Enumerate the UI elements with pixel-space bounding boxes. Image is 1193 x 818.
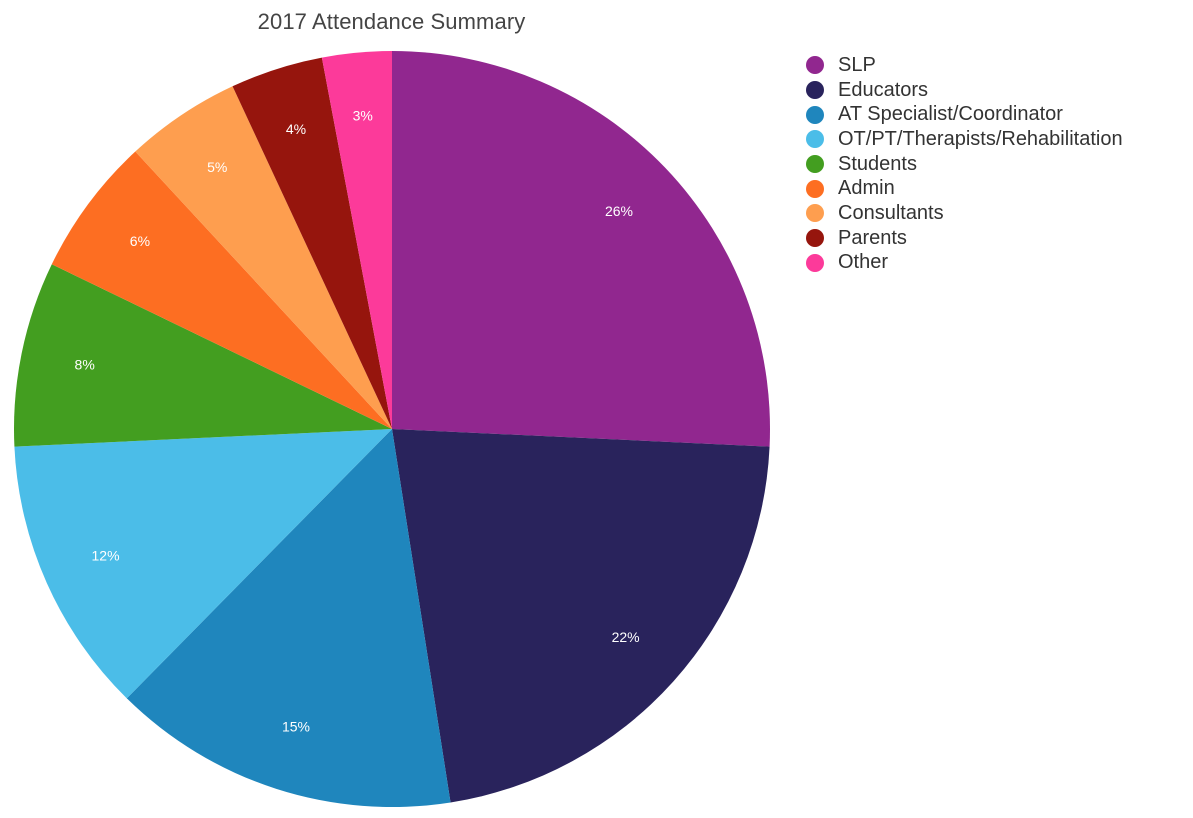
legend-label: Consultants [838, 201, 944, 224]
legend-label: AT Specialist/Coordinator [838, 103, 1063, 126]
legend-label: Other [838, 251, 889, 274]
slice-value-label: 22% [612, 629, 640, 645]
legend-label: Admin [838, 177, 895, 200]
legend-item: Consultants [806, 201, 1123, 226]
legend-item: Admin [806, 176, 1123, 201]
pie-slice-at-specialist-coordinator [126, 429, 451, 807]
legend-swatch-icon [806, 56, 824, 75]
legend-label: OT/PT/Therapists/Rehabilitation [838, 127, 1123, 150]
legend-item: SLP [806, 53, 1123, 78]
legend-item: Students [806, 152, 1123, 177]
pie-slice-admin [51, 151, 392, 429]
legend-item: Parents [806, 226, 1123, 251]
pie-slice-students [13, 264, 392, 447]
slice-value-label: 12% [92, 548, 120, 564]
chart-title: 2017 Attendance Summary [257, 9, 526, 34]
legend-item: Educators [806, 78, 1123, 103]
slice-value-label: 5% [207, 159, 227, 175]
pie-chart: 26% 22% 15% 12% 8% 6% 5% 4% 3% [13, 51, 770, 807]
pie-slice-educators [392, 429, 770, 803]
legend-swatch-icon [806, 179, 824, 198]
pie-slice-consultants [135, 86, 392, 429]
pie-slice-other [321, 51, 392, 429]
legend-swatch-icon [806, 130, 824, 149]
slice-value-label: 26% [605, 203, 633, 219]
slice-value-label: 15% [282, 718, 310, 734]
legend-label: SLP [838, 53, 876, 76]
slice-value-label: 3% [353, 107, 373, 123]
legend-swatch-icon [806, 229, 824, 248]
pie-slice-slp [392, 51, 770, 447]
legend-item: Other [806, 251, 1123, 276]
legend-swatch-icon [806, 105, 824, 124]
legend-swatch-icon [806, 253, 824, 272]
legend-label: Students [838, 152, 917, 175]
slice-value-label: 4% [286, 121, 306, 137]
legend-swatch-icon [806, 155, 824, 174]
legend-swatch-icon [806, 81, 824, 100]
slice-value-label: 6% [130, 233, 150, 249]
legend: SLP Educators AT Specialist/Coordinator OT/… [806, 53, 1123, 275]
legend-item: OT/PT/Therapists/Rehabilitation [806, 127, 1123, 152]
pie-slice-ot-pt-therapists-rehabilitation [14, 429, 393, 699]
pie-slice-parents [232, 57, 392, 430]
legend-label: Educators [838, 78, 929, 101]
slice-value-label: 8% [75, 357, 95, 373]
legend-item: AT Specialist/Coordinator [806, 102, 1123, 127]
legend-label: Parents [838, 226, 907, 249]
legend-swatch-icon [806, 204, 824, 223]
